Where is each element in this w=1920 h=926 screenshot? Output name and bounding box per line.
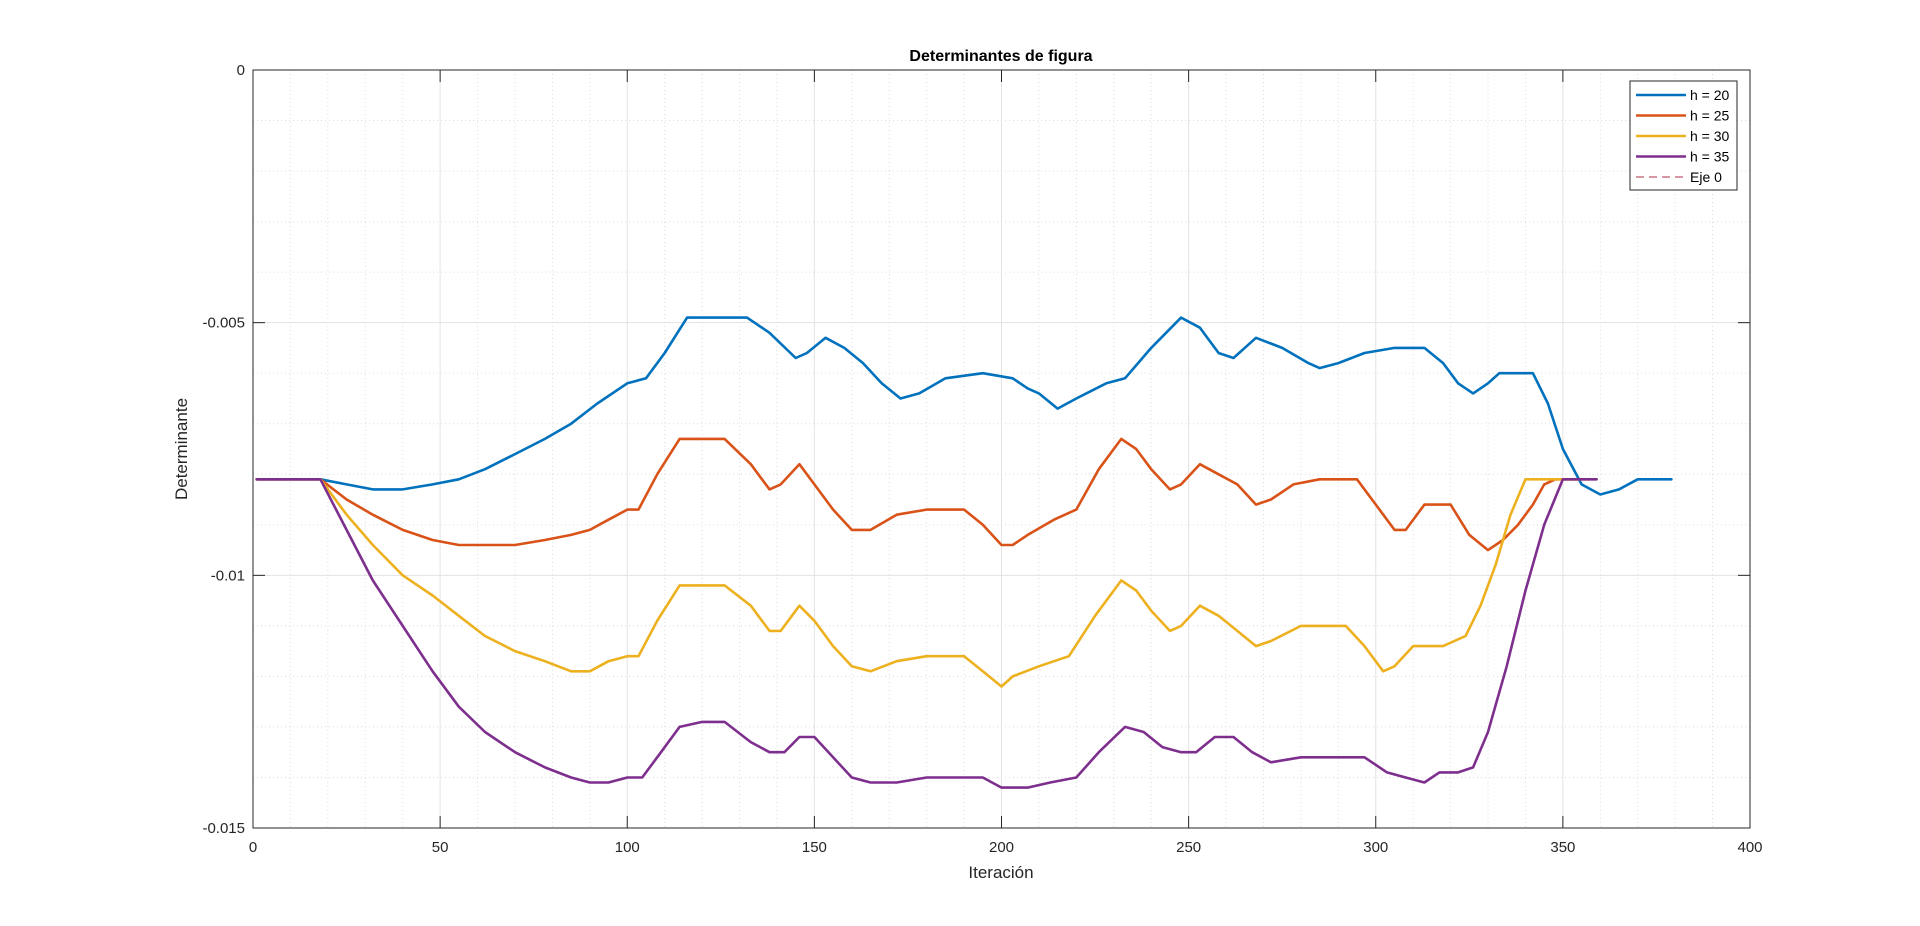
series-line-1 bbox=[255, 316, 1673, 496]
legend-label-5: Eje 0 bbox=[1690, 169, 1722, 185]
x-tick-label: 300 bbox=[1363, 839, 1388, 856]
series-layer bbox=[255, 316, 1673, 789]
x-tick-label: 100 bbox=[615, 839, 640, 856]
legend-label-4: h = 35 bbox=[1690, 149, 1730, 165]
y-tick-label: -0.015 bbox=[202, 820, 245, 837]
series-line-4 bbox=[255, 478, 1598, 789]
x-tick-label: 400 bbox=[1737, 839, 1762, 856]
series-line-3 bbox=[255, 478, 1583, 688]
x-tick-label: 350 bbox=[1550, 839, 1575, 856]
y-tick-label: -0.005 bbox=[202, 315, 245, 332]
x-tick-label: 0 bbox=[249, 839, 257, 856]
x-tick-label: 150 bbox=[802, 839, 827, 856]
y-tick-labels: 0 -0.005 -0.01 -0.015 bbox=[202, 62, 245, 837]
chart-title: Determinantes de figura bbox=[909, 48, 1092, 65]
x-tick-label: 200 bbox=[989, 839, 1014, 856]
axis-ticks bbox=[252, 69, 1751, 829]
legend-label-3: h = 30 bbox=[1690, 128, 1730, 144]
x-axis-title: Iteración bbox=[968, 863, 1033, 882]
x-tick-labels: 0 50 100 150 200 250 300 350 400 bbox=[249, 839, 1763, 856]
legend-label-2: h = 25 bbox=[1690, 108, 1730, 124]
x-tick-label: 250 bbox=[1176, 839, 1201, 856]
y-tick-label: -0.01 bbox=[211, 567, 245, 584]
x-tick-label: 50 bbox=[432, 839, 449, 856]
y-tick-label: 0 bbox=[237, 62, 245, 79]
legend: h = 20 h = 25 h = 30 h = 35 Eje 0 bbox=[1629, 80, 1738, 191]
legend-label-1: h = 20 bbox=[1690, 87, 1730, 103]
series-line-2 bbox=[255, 437, 1591, 552]
y-axis-title: Determinante bbox=[172, 398, 191, 500]
